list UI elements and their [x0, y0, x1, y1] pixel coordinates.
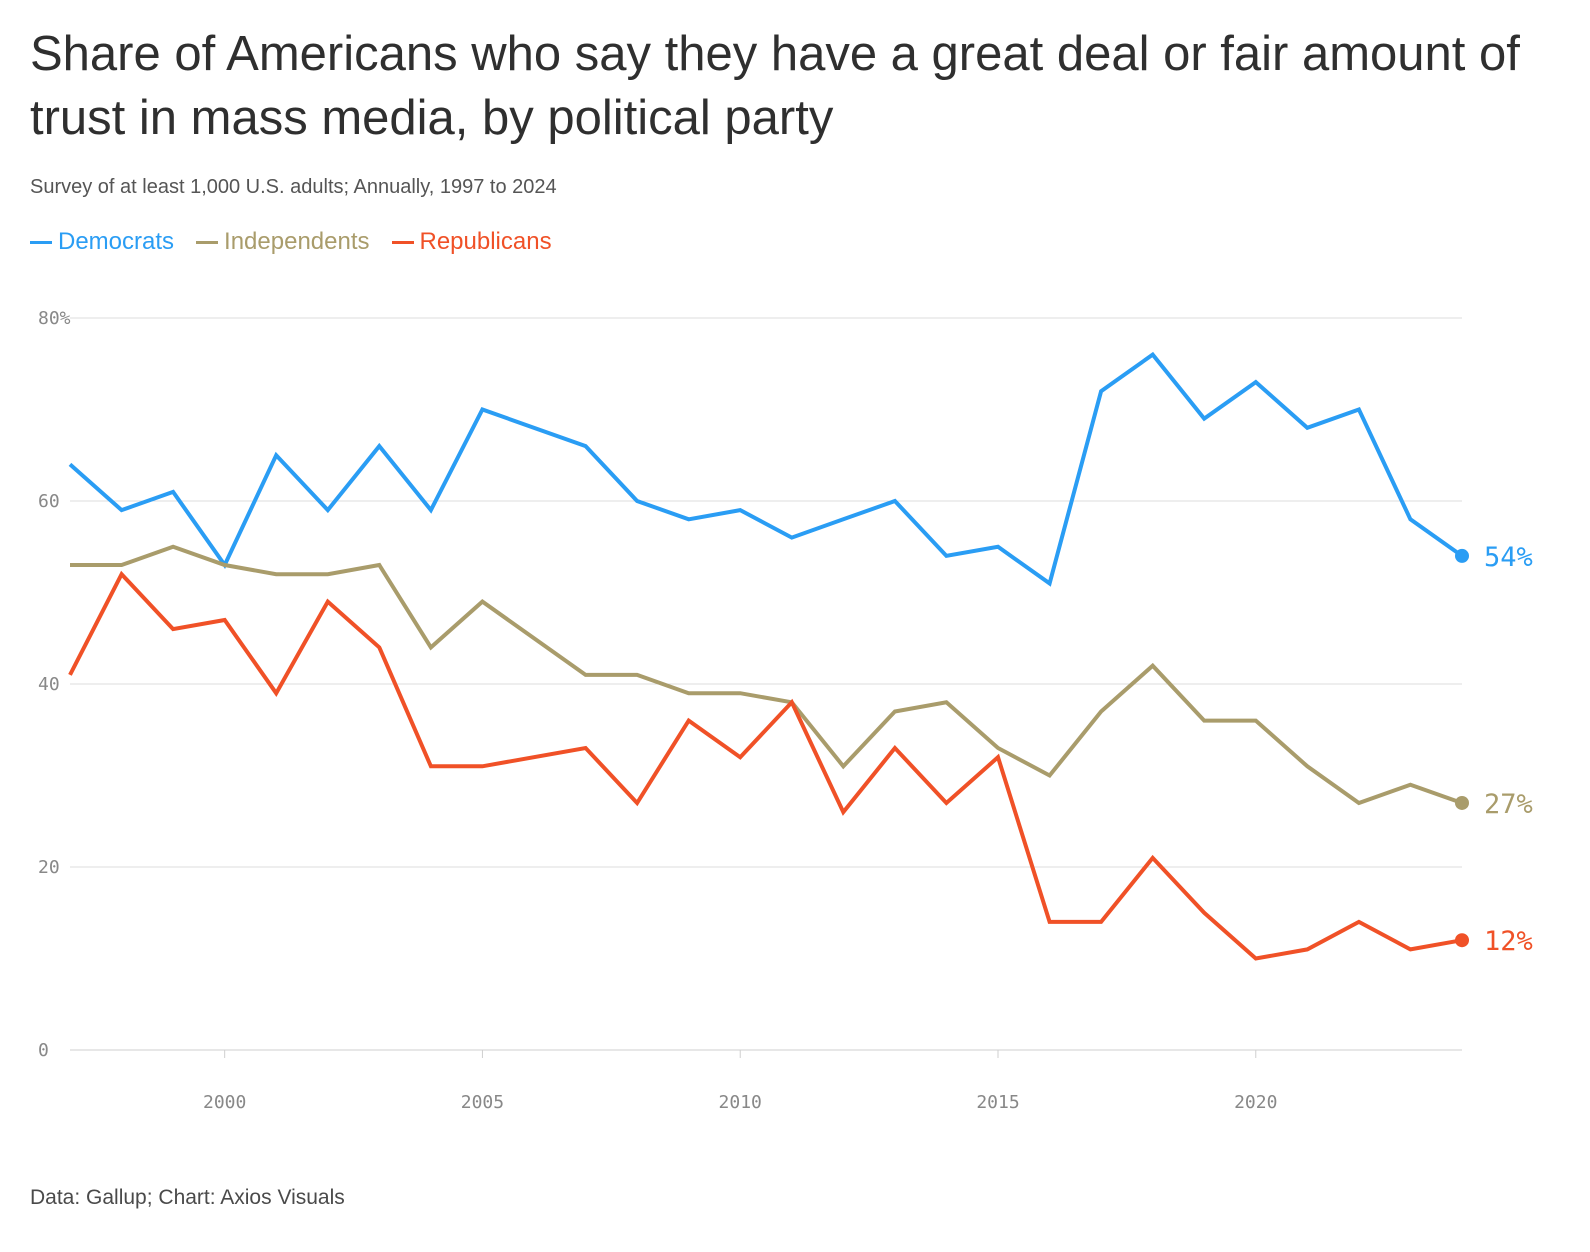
end-label-layer: 54% 27% 12% — [1484, 542, 1533, 957]
y-tick-label-80: 80% — [38, 308, 71, 329]
x-tick-label-2015: 2015 — [976, 1092, 1019, 1113]
end-label-independents: 27% — [1484, 789, 1533, 820]
legend-label-democrats: Democrats — [58, 228, 175, 255]
series-line-democrats — [68, 351, 1464, 587]
y-tick-label-20: 20 — [38, 857, 60, 878]
source-note: Data: Gallup; Chart: Axios Visuals — [30, 1186, 345, 1209]
series-layer — [68, 351, 1469, 961]
legend-item-republicans: Republicans — [391, 228, 552, 256]
y-tick-label-60: 60 — [38, 491, 60, 512]
end-point-republicans — [1455, 933, 1469, 948]
chart-subtitle: Survey of at least 1,000 U.S. adults; An… — [30, 176, 557, 198]
legend-label-republicans: Republicans — [419, 228, 552, 255]
legend-swatch-republicans — [391, 240, 414, 244]
legend: Democrats Independents Republicans — [30, 228, 552, 256]
legend-swatch-independents — [196, 240, 219, 244]
legend-item-independents: Independents — [196, 228, 370, 256]
end-label-democrats: 54% — [1484, 542, 1533, 573]
series-line-independents — [70, 544, 1463, 806]
end-label-republicans: 12% — [1484, 926, 1533, 957]
axis-layer: 0 20 40 60 80% 2000 2005 2010 2015 2020 — [38, 308, 1277, 1113]
x-tick-label-2010: 2010 — [719, 1092, 762, 1113]
grid-layer — [70, 317, 1462, 1051]
x-tick-label-2005: 2005 — [461, 1092, 504, 1113]
legend-swatch-democrats — [30, 240, 52, 244]
end-point-democrats — [1455, 548, 1469, 563]
y-tick-label-0: 0 — [38, 1040, 49, 1061]
y-tick-label-40: 40 — [38, 674, 60, 695]
chart-title: Share of Americans who say they have a g… — [30, 27, 1520, 145]
legend-label-independents: Independents — [224, 228, 370, 255]
x-tick-label-2020: 2020 — [1234, 1092, 1277, 1113]
legend-item-democrats: Democrats — [30, 228, 174, 256]
x-tick-label-2000: 2000 — [203, 1092, 246, 1113]
series-line-republicans — [68, 570, 1463, 961]
end-point-independents — [1455, 795, 1469, 810]
